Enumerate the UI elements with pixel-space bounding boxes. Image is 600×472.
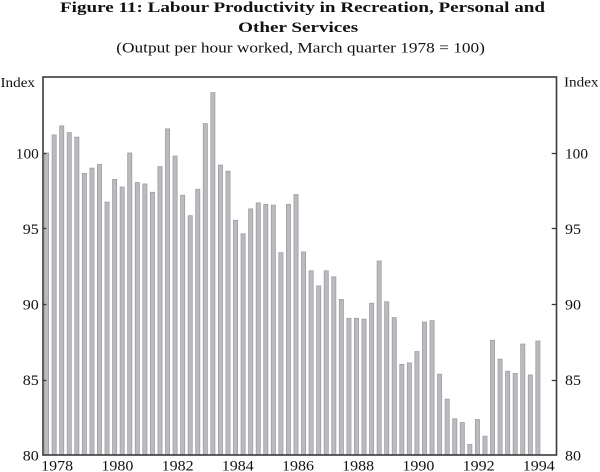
svg-text:80: 80 [23, 448, 39, 464]
svg-text:(Output per hour worked, March: (Output per hour worked, March quarter 1… [116, 41, 485, 57]
svg-text:1980: 1980 [101, 459, 133, 472]
svg-text:95: 95 [565, 222, 581, 238]
svg-text:Figure 11: Labour Productivity: Figure 11: Labour Productivity in Recrea… [60, 0, 545, 16]
svg-text:90: 90 [565, 297, 581, 313]
svg-text:100: 100 [16, 146, 39, 162]
svg-text:1994: 1994 [523, 459, 556, 472]
svg-text:Index: Index [1, 75, 36, 90]
svg-text:1990: 1990 [402, 459, 434, 472]
svg-text:1986: 1986 [282, 459, 314, 472]
svg-text:1984: 1984 [222, 459, 255, 472]
svg-text:80: 80 [565, 448, 581, 464]
svg-text:85: 85 [565, 373, 581, 389]
svg-text:1988: 1988 [342, 459, 374, 472]
svg-text:Other Services: Other Services [238, 20, 359, 36]
svg-text:90: 90 [23, 297, 39, 313]
svg-text:100: 100 [565, 146, 588, 162]
svg-text:85: 85 [23, 373, 39, 389]
svg-text:1978: 1978 [41, 459, 73, 472]
svg-text:1992: 1992 [463, 459, 495, 472]
svg-text:1982: 1982 [162, 459, 194, 472]
svg-text:95: 95 [23, 222, 39, 238]
svg-text:Index: Index [564, 75, 599, 90]
